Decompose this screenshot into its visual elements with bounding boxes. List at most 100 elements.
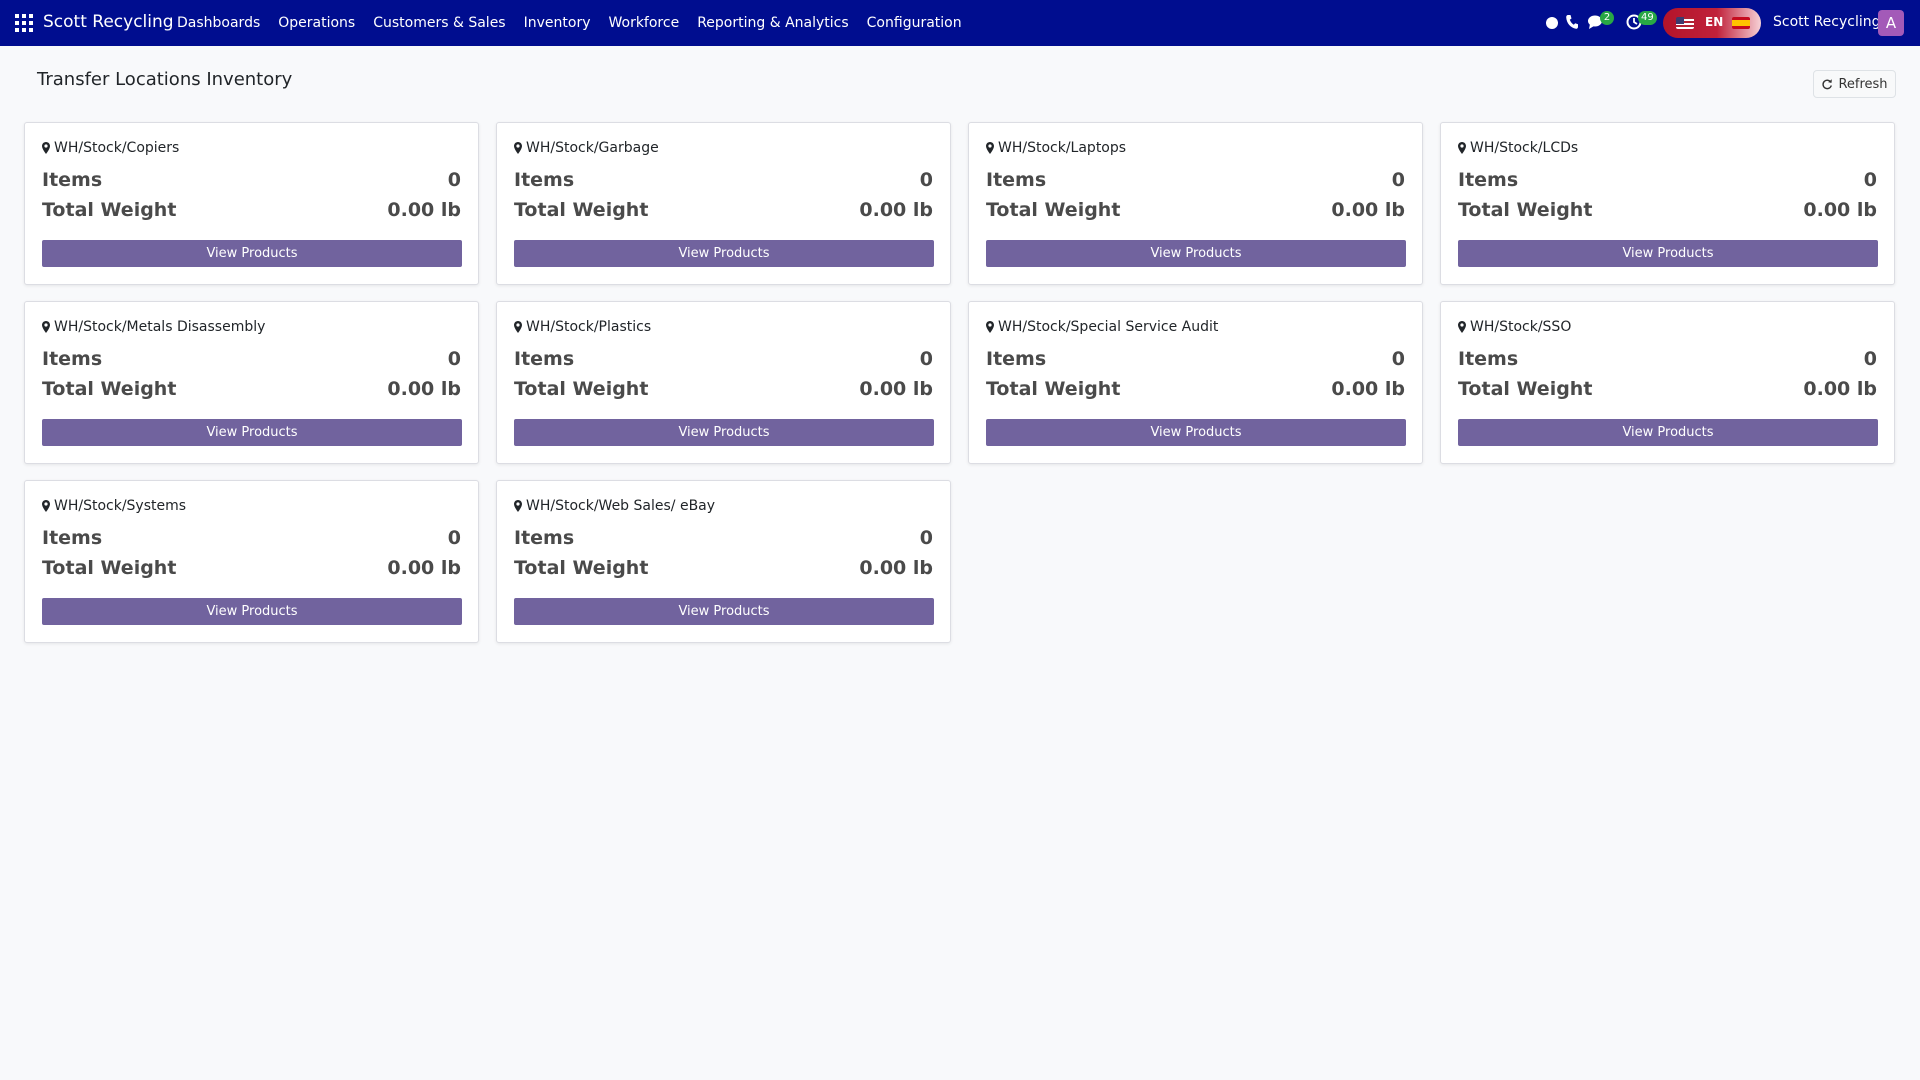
user-avatar[interactable]: A	[1878, 10, 1904, 36]
language-switcher[interactable]: EN	[1663, 8, 1761, 38]
items-value: 0	[919, 527, 933, 549]
total-weight-label: Total Weight	[514, 557, 649, 579]
items-row: Items 0	[986, 348, 1405, 370]
view-products-button[interactable]: View Products	[514, 598, 934, 625]
total-weight-label: Total Weight	[986, 378, 1121, 400]
refresh-label: Refresh	[1838, 76, 1888, 92]
items-row: Items 0	[42, 169, 461, 191]
apps-grid-icon[interactable]	[15, 14, 33, 32]
items-row: Items 0	[514, 348, 933, 370]
us-flag-icon	[1676, 17, 1694, 29]
items-value: 0	[1391, 348, 1405, 370]
weight-row: Total Weight 0.00 lb	[514, 199, 933, 221]
presence-status-icon[interactable]	[1546, 17, 1558, 29]
map-marker-icon	[1458, 142, 1466, 154]
items-row: Items 0	[1458, 169, 1877, 191]
top-navbar: Scott Recycling Dashboards Operations Cu…	[0, 0, 1920, 46]
menu-item-inventory[interactable]: Inventory	[523, 15, 591, 31]
weight-row: Total Weight 0.00 lb	[514, 557, 933, 579]
location-card: WH/Stock/Systems Items 0 Total Weight 0.…	[24, 480, 479, 643]
location-title: WH/Stock/SSO	[1458, 318, 1877, 336]
location-name: WH/Stock/Laptops	[998, 140, 1127, 156]
items-label: Items	[514, 527, 575, 549]
items-label: Items	[986, 169, 1047, 191]
map-marker-icon	[986, 321, 994, 333]
location-name: WH/Stock/SSO	[1470, 319, 1572, 335]
items-label: Items	[514, 348, 575, 370]
menu-item-configuration[interactable]: Configuration	[866, 15, 962, 31]
page-title: Transfer Locations Inventory	[37, 69, 293, 90]
menu-item-dashboards[interactable]: Dashboards	[177, 15, 261, 31]
chat-icon[interactable]	[1587, 14, 1605, 30]
items-value: 0	[919, 348, 933, 370]
location-name: WH/Stock/Garbage	[526, 140, 659, 156]
location-card: WH/Stock/SSO Items 0 Total Weight 0.00 l…	[1440, 301, 1895, 464]
total-weight-value: 0.00 lb	[1803, 199, 1877, 221]
location-name: WH/Stock/LCDs	[1470, 140, 1579, 156]
view-products-button[interactable]: View Products	[42, 419, 462, 446]
map-marker-icon	[1458, 321, 1466, 333]
phone-icon[interactable]	[1565, 14, 1579, 30]
refresh-button[interactable]: Refresh	[1813, 70, 1896, 98]
location-card: WH/Stock/Web Sales/ eBay Items 0 Total W…	[496, 480, 951, 643]
map-marker-icon	[514, 500, 522, 512]
location-name: WH/Stock/Plastics	[526, 319, 652, 335]
view-products-button[interactable]: View Products	[986, 419, 1406, 446]
view-products-button[interactable]: View Products	[1458, 240, 1878, 267]
items-label: Items	[1458, 348, 1519, 370]
location-title: WH/Stock/Copiers	[42, 139, 461, 157]
items-label: Items	[42, 527, 103, 549]
total-weight-label: Total Weight	[1458, 199, 1593, 221]
location-title: WH/Stock/Laptops	[986, 139, 1405, 157]
menu-item-customers-sales[interactable]: Customers & Sales	[373, 15, 506, 31]
total-weight-value: 0.00 lb	[387, 199, 461, 221]
menu-item-operations[interactable]: Operations	[278, 15, 356, 31]
total-weight-value: 0.00 lb	[859, 378, 933, 400]
total-weight-label: Total Weight	[42, 199, 177, 221]
weight-row: Total Weight 0.00 lb	[1458, 199, 1877, 221]
location-title: WH/Stock/Plastics	[514, 318, 933, 336]
location-name: WH/Stock/Copiers	[54, 140, 180, 156]
items-row: Items 0	[42, 527, 461, 549]
weight-row: Total Weight 0.00 lb	[986, 378, 1405, 400]
total-weight-label: Total Weight	[514, 199, 649, 221]
map-marker-icon	[42, 321, 50, 333]
total-weight-value: 0.00 lb	[1331, 378, 1405, 400]
view-products-button[interactable]: View Products	[514, 240, 934, 267]
location-card: WH/Stock/Special Service Audit Items 0 T…	[968, 301, 1423, 464]
items-row: Items 0	[986, 169, 1405, 191]
map-marker-icon	[514, 321, 522, 333]
company-name[interactable]: Scott Recycling	[1773, 14, 1881, 30]
location-title: WH/Stock/Systems	[42, 497, 461, 515]
language-label: EN	[1705, 15, 1724, 29]
view-products-button[interactable]: View Products	[514, 419, 934, 446]
items-row: Items 0	[514, 527, 933, 549]
location-name: WH/Stock/Special Service Audit	[998, 319, 1219, 335]
total-weight-label: Total Weight	[1458, 378, 1593, 400]
items-label: Items	[514, 169, 575, 191]
total-weight-value: 0.00 lb	[859, 199, 933, 221]
location-title: WH/Stock/Garbage	[514, 139, 933, 157]
location-card: WH/Stock/LCDs Items 0 Total Weight 0.00 …	[1440, 122, 1895, 285]
total-weight-label: Total Weight	[514, 378, 649, 400]
items-label: Items	[42, 348, 103, 370]
total-weight-value: 0.00 lb	[1803, 378, 1877, 400]
items-value: 0	[919, 169, 933, 191]
location-name: WH/Stock/Metals Disassembly	[54, 319, 266, 335]
view-products-button[interactable]: View Products	[42, 240, 462, 267]
weight-row: Total Weight 0.00 lb	[42, 557, 461, 579]
brand-name[interactable]: Scott Recycling	[43, 12, 174, 32]
view-products-button[interactable]: View Products	[1458, 419, 1878, 446]
map-marker-icon	[42, 500, 50, 512]
view-products-button[interactable]: View Products	[42, 598, 462, 625]
menu-item-workforce[interactable]: Workforce	[608, 15, 680, 31]
location-card: WH/Stock/Plastics Items 0 Total Weight 0…	[496, 301, 951, 464]
location-title: WH/Stock/Special Service Audit	[986, 318, 1405, 336]
location-card: WH/Stock/Metals Disassembly Items 0 Tota…	[24, 301, 479, 464]
total-weight-label: Total Weight	[42, 378, 177, 400]
spain-flag-icon	[1732, 17, 1750, 29]
items-value: 0	[447, 169, 461, 191]
menu-item-reporting-analytics[interactable]: Reporting & Analytics	[697, 15, 849, 31]
location-card: WH/Stock/Copiers Items 0 Total Weight 0.…	[24, 122, 479, 285]
view-products-button[interactable]: View Products	[986, 240, 1406, 267]
